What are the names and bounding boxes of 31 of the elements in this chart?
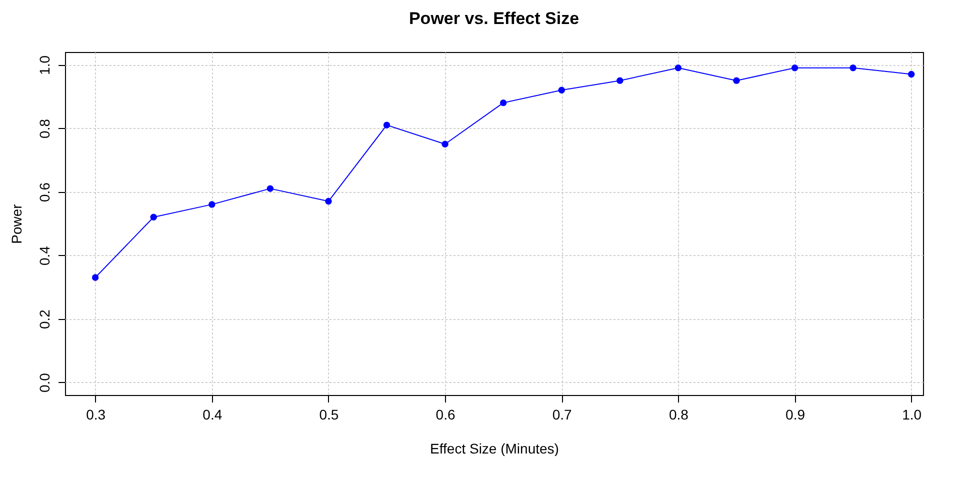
point bbox=[500, 99, 507, 106]
point bbox=[383, 122, 390, 128]
chart-title: Power vs. Effect Size bbox=[408, 9, 580, 28]
point bbox=[674, 64, 682, 72]
y-tick-label: 0.2 bbox=[36, 309, 52, 330]
y-axis-title: Power bbox=[8, 204, 24, 244]
y-tick-label: 1.0 bbox=[36, 55, 52, 75]
point bbox=[850, 64, 856, 72]
point bbox=[208, 201, 216, 208]
point bbox=[908, 70, 915, 78]
point bbox=[791, 64, 798, 72]
point bbox=[733, 77, 740, 84]
x-tick-label: 0.4 bbox=[202, 406, 222, 422]
y-tick-label: 0.6 bbox=[36, 182, 52, 202]
x-tick-label: 1.0 bbox=[902, 406, 922, 422]
point bbox=[150, 214, 157, 220]
x-tick-label: 0.8 bbox=[668, 406, 689, 422]
point bbox=[266, 185, 274, 192]
y-tick-label: 0.8 bbox=[36, 118, 52, 138]
y-tick-label: 0.0 bbox=[36, 372, 52, 393]
x-tick-label: 0.7 bbox=[552, 406, 572, 422]
point bbox=[92, 274, 99, 281]
point bbox=[616, 77, 624, 84]
x-tick-label: 0.9 bbox=[786, 406, 806, 422]
x-tick-label: 0.6 bbox=[436, 406, 456, 422]
y-tick-label: 0.4 bbox=[36, 246, 52, 266]
point bbox=[325, 198, 332, 205]
point bbox=[442, 140, 448, 148]
x-tick-label: 0.3 bbox=[86, 406, 106, 422]
x-tick-label: 0.5 bbox=[319, 406, 339, 422]
point bbox=[558, 86, 565, 94]
